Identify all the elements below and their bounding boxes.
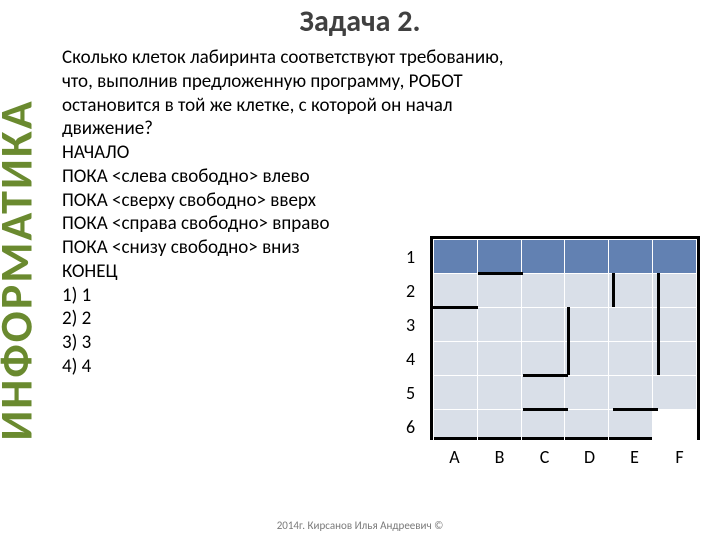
maze-wall — [567, 307, 570, 375]
maze-wall — [657, 341, 660, 375]
maze-wall — [478, 272, 523, 275]
program-line: ПОКА <слева свободно> влево — [62, 165, 702, 189]
question-line: остановится в той же клетке, с которой о… — [62, 94, 702, 118]
vertical-label: ИНФОРМАТИКА — [0, 99, 45, 440]
maze-wall — [523, 374, 568, 377]
col-labels: A B C D E F — [432, 446, 702, 468]
sidebar-vertical: ИНФОРМАТИКА — [0, 0, 42, 540]
program-line: ПОКА <справа свободно> вправо — [62, 212, 702, 236]
question-line: движение? — [62, 117, 702, 141]
question-line: что, выполнив предложенную программу, РО… — [62, 70, 702, 94]
question-line: Сколько клеток лабиринта соответствуют т… — [62, 46, 702, 70]
maze-wall — [612, 273, 615, 307]
col-label: D — [567, 446, 612, 468]
maze-grid — [430, 236, 700, 440]
col-label: F — [657, 446, 702, 468]
footer-credit: 2014г. Кирсанов Илья Андреевич © — [0, 519, 720, 532]
page-title: Задача 2. — [0, 3, 720, 40]
col-label: E — [612, 446, 657, 468]
program-line: ПОКА <сверху свободно> вверх — [62, 189, 702, 213]
col-label: B — [477, 446, 522, 468]
row-label: 6 — [406, 410, 415, 444]
row-label: 4 — [406, 342, 415, 376]
row-label: 5 — [406, 376, 415, 410]
row-label: 3 — [406, 308, 415, 342]
maze-wall — [657, 273, 660, 341]
col-label: A — [432, 446, 477, 468]
exit-cell — [653, 410, 697, 444]
row-label: 2 — [406, 274, 415, 308]
col-label: C — [522, 446, 567, 468]
maze-wall — [523, 408, 568, 411]
row-label: 1 — [406, 240, 415, 274]
program-line: НАЧАЛО — [62, 141, 702, 165]
maze-wall — [433, 306, 478, 309]
maze-wall — [613, 408, 658, 411]
row-labels: 1 2 3 4 5 6 — [406, 240, 415, 444]
